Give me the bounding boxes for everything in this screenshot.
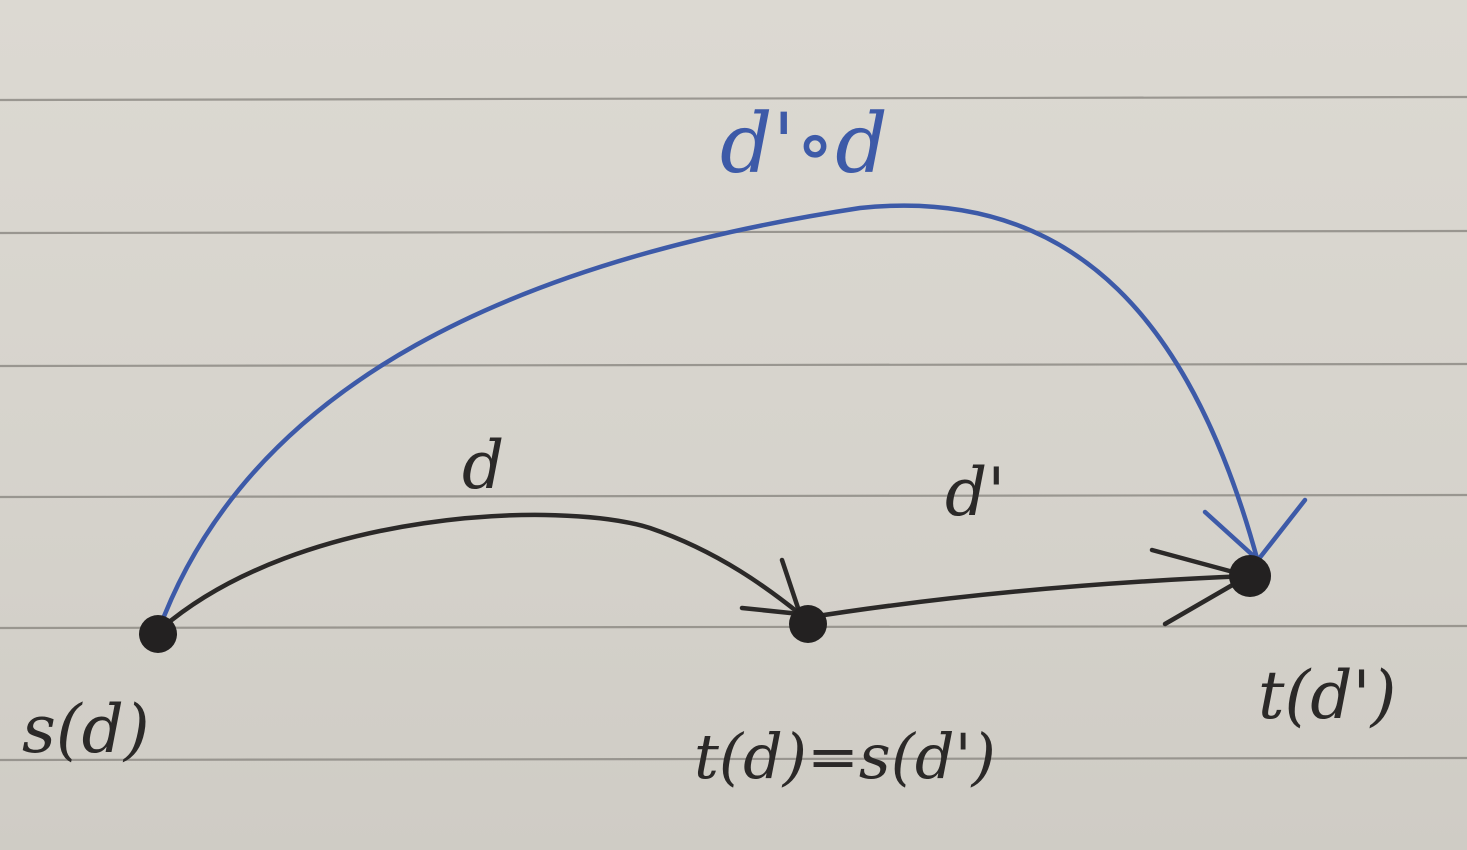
node-target-label: t(d') xyxy=(1258,657,1396,734)
edge-d: d xyxy=(159,427,803,631)
node-middle-dot xyxy=(789,605,827,643)
edge-d-label: d xyxy=(462,427,504,504)
ruled-line xyxy=(0,362,1467,368)
node-target: t(d') xyxy=(1229,555,1396,734)
node-source-dot xyxy=(139,615,177,653)
node-middle-label: t(d)=s(d') xyxy=(694,720,996,793)
ruled-lines xyxy=(0,95,1467,762)
node-middle: t(d)=s(d') xyxy=(694,605,996,793)
node-target-dot xyxy=(1229,555,1271,597)
ruled-line xyxy=(0,95,1467,102)
ruled-line xyxy=(0,493,1467,499)
edge-d-prime-label: d' xyxy=(945,454,1005,531)
edge-d-prime-line xyxy=(802,573,1251,621)
ruled-line xyxy=(0,756,1467,762)
edge-composite: d'∘d xyxy=(155,97,1308,635)
edge-composite-label: d'∘d xyxy=(720,97,888,192)
edge-composite-arc xyxy=(155,203,1261,635)
node-source: s(d) xyxy=(22,615,177,768)
edge-d-prime: d' xyxy=(802,454,1251,627)
edge-d-arc xyxy=(159,512,803,631)
node-source-label: s(d) xyxy=(22,691,150,768)
ruled-line xyxy=(0,624,1467,630)
